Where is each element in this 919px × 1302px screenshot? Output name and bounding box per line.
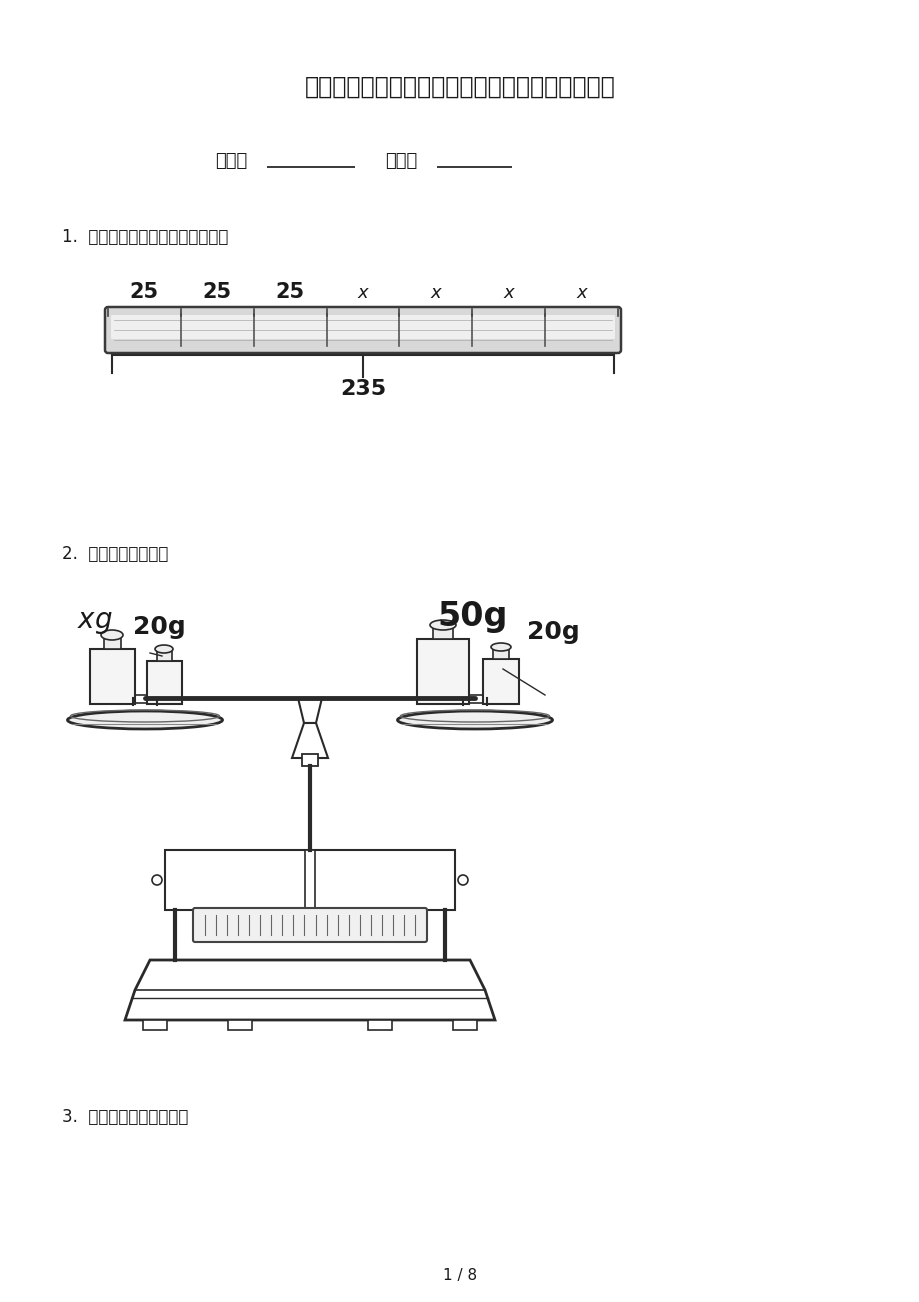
Bar (416, 639, 469, 704)
Text: 20g: 20g (527, 620, 579, 644)
Text: 1.  看图列方程，并求出方程的解。: 1. 看图列方程，并求出方程的解。 (62, 228, 228, 246)
Bar (368, 1019, 391, 1030)
Text: x: x (503, 284, 514, 302)
Bar (130, 695, 159, 703)
Text: 25: 25 (276, 283, 304, 302)
FancyBboxPatch shape (301, 754, 318, 766)
Bar (104, 635, 121, 648)
Circle shape (152, 875, 162, 885)
Ellipse shape (491, 643, 510, 651)
Text: 50g: 50g (437, 600, 506, 633)
FancyBboxPatch shape (193, 907, 426, 943)
Text: 姓名：: 姓名： (384, 152, 417, 171)
Text: 235: 235 (339, 379, 386, 398)
Text: 20g: 20g (133, 615, 186, 639)
Text: 1 / 8: 1 / 8 (442, 1268, 477, 1282)
Text: 2.  看图列方程计算。: 2. 看图列方程计算。 (62, 546, 168, 562)
Text: 班级：: 班级： (215, 152, 247, 171)
Text: x: x (430, 284, 441, 302)
Bar (482, 659, 518, 704)
Text: 3.  看图列方程，并解答。: 3. 看图列方程，并解答。 (62, 1108, 188, 1126)
Ellipse shape (429, 620, 456, 630)
Bar (142, 1019, 167, 1030)
Ellipse shape (67, 711, 222, 729)
Bar (147, 661, 182, 704)
FancyBboxPatch shape (111, 315, 614, 339)
Text: x: x (575, 284, 586, 302)
Bar (433, 625, 452, 639)
Polygon shape (291, 723, 328, 758)
Ellipse shape (101, 630, 123, 641)
Ellipse shape (154, 644, 173, 654)
Text: $x$g: $x$g (77, 608, 112, 635)
Bar (460, 695, 489, 703)
Polygon shape (298, 698, 322, 723)
Polygon shape (125, 960, 494, 1019)
Bar (228, 1019, 252, 1030)
Bar (452, 1019, 476, 1030)
Bar (157, 648, 172, 661)
Text: 25: 25 (202, 283, 232, 302)
Circle shape (458, 875, 468, 885)
Ellipse shape (397, 711, 552, 729)
Bar (493, 647, 508, 659)
Bar (165, 850, 455, 910)
Bar (90, 648, 135, 704)
FancyBboxPatch shape (105, 307, 620, 353)
Bar (305, 850, 314, 910)
Text: 五年级冀教版数学上册看图列方程假期专项练习题: 五年级冀教版数学上册看图列方程假期专项练习题 (304, 76, 615, 99)
Text: 25: 25 (130, 283, 159, 302)
Text: x: x (357, 284, 368, 302)
